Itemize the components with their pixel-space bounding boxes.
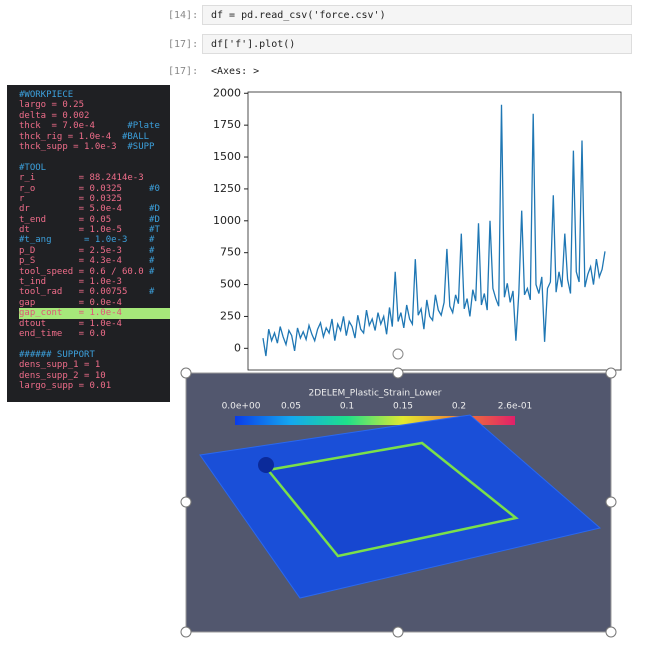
code-text: r_i = 88.2414e-3 [19, 173, 144, 184]
code-line: ###### SUPPORT [19, 350, 170, 360]
code-comment: # [149, 256, 155, 267]
code-text: dt = 1.0e-5 [19, 225, 150, 236]
code-comment: #WORKPIECE [19, 90, 74, 100]
code-comment: # [149, 245, 155, 256]
code-text: r = 0.0325 [19, 193, 122, 204]
code-line: thck_rig = 1.0e-4 #BALL [19, 132, 170, 142]
code-comment: #0 [149, 183, 160, 194]
code-text: gap = 0.0e-4 [19, 297, 122, 308]
code-line: dr = 5.0e-4 #D [19, 204, 170, 214]
code-line: t_ind = 1.0e-3 [19, 277, 170, 287]
code-text: dr = 5.0e-4 [19, 204, 150, 215]
code-text: p_S = 4.3e-4 [19, 256, 150, 267]
code-line: gap = 0.0e-4 [19, 298, 170, 308]
code-editor: #WORKPIECE largo = 0.25 delta = 0.002 thck … [7, 85, 170, 402]
code-line: largo_supp = 0.01 [19, 381, 170, 391]
rotate-handle[interactable] [392, 348, 404, 360]
code-text: t_end = 0.05 [19, 214, 150, 225]
code-line: #t_ang = 1.0e-3 # [19, 235, 170, 245]
code-comment: #BALL [121, 131, 150, 142]
code-line: dens_supp_2 = 10 [19, 371, 170, 381]
code-line: gap_cont = 1.0e-4 [19, 308, 170, 319]
code-text: p_D = 2.5e-3 [19, 245, 150, 256]
code-line: r_i = 88.2414e-3 [19, 173, 170, 183]
code-comment: # [149, 287, 155, 298]
code-line: delta = 0.002 [19, 111, 170, 121]
code-line: largo = 0.25 [19, 100, 170, 110]
blank-line [19, 152, 170, 162]
y-tick-label: 2000 [213, 86, 241, 99]
code-comment: #T [149, 225, 160, 236]
code-comment: #t_ang = 1.0e-3 # [19, 235, 155, 246]
code-comment: #D [149, 214, 160, 225]
code-text: dens_supp_1 = 1 [19, 360, 101, 371]
code-line: #TOOL [19, 163, 170, 173]
code-text: dtout = 1.0e-4 [19, 318, 122, 329]
code-line: end_time = 0.0 [19, 329, 170, 339]
code-text: thck_supp = 1.0e-3 [19, 141, 128, 152]
code-text: tool_rad = 0.00755 [19, 287, 150, 298]
code-cell[interactable]: df['f'].plot() [202, 34, 632, 54]
code-text: delta = 0.002 [19, 110, 90, 121]
code-line: p_D = 2.5e-3 # [19, 246, 170, 256]
code-text: gap_cont = 1.0e-4 [19, 308, 122, 319]
code-text: dens_supp_2 = 10 [19, 370, 106, 381]
code-comment: #D [149, 204, 160, 215]
code-text: largo = 0.25 [19, 100, 85, 111]
code-line: t_end = 0.05 #D [19, 215, 170, 225]
code-comment: # [149, 266, 155, 277]
y-tick-label: 750 [220, 246, 241, 259]
code-line: r_o = 0.0325 #0 [19, 184, 170, 194]
code-comment: ###### SUPPORT [19, 349, 95, 360]
code-line: p_S = 4.3e-4 # [19, 256, 170, 266]
code-text: end_time = 0.0 [19, 328, 106, 339]
code-line: dt = 1.0e-5 #T [19, 225, 170, 235]
code-text: largo_supp = 0.01 [19, 380, 112, 391]
cell-prompt: [14]: [168, 10, 199, 21]
output-text: <Axes: > [211, 66, 260, 77]
code-line: dens_supp_1 = 1 [19, 360, 170, 370]
code-line: dtout = 1.0e-4 [19, 319, 170, 329]
plot-frame [247, 91, 622, 371]
code-line: #WORKPIECE [19, 90, 170, 100]
code-text: thck = 7.0e-4 [19, 121, 128, 132]
code-comment: #TOOL [19, 162, 47, 173]
code-line: tool_speed = 0.6 / 60.0 # [19, 267, 170, 277]
code-line: tool_rad = 0.00755 # [19, 287, 170, 297]
y-tick-label: 500 [220, 278, 241, 291]
y-tick-label: 1000 [213, 214, 241, 227]
force-line [262, 104, 606, 357]
code-line: thck_supp = 1.0e-3 #SUPP [19, 142, 170, 152]
y-tick-label: 1750 [213, 118, 241, 131]
cell-prompt: [17]: [168, 39, 199, 50]
code-cell[interactable]: df = pd.read_csv('force.csv') [202, 5, 632, 25]
blank-line [19, 339, 170, 349]
code-text: thck_rig = 1.0e-4 [19, 131, 122, 142]
y-tick-label: 1500 [213, 150, 241, 163]
code-text: r_o = 0.0325 [19, 183, 150, 194]
output-prompt: [17]: [168, 66, 199, 77]
code-comment: #SUPP [127, 141, 155, 152]
y-tick-label: 1250 [213, 182, 241, 195]
code-comment: #Plate [127, 121, 160, 132]
code-text: t_ind = 1.0e-3 [19, 277, 122, 288]
y-tick-label: 250 [220, 309, 241, 322]
code-text: tool_speed = 0.6 / 60.0 [19, 266, 150, 277]
code-line: r = 0.0325 [19, 194, 170, 204]
code-line: thck = 7.0e-4 #Plate [19, 121, 170, 131]
y-tick-label: 0 [234, 341, 241, 354]
